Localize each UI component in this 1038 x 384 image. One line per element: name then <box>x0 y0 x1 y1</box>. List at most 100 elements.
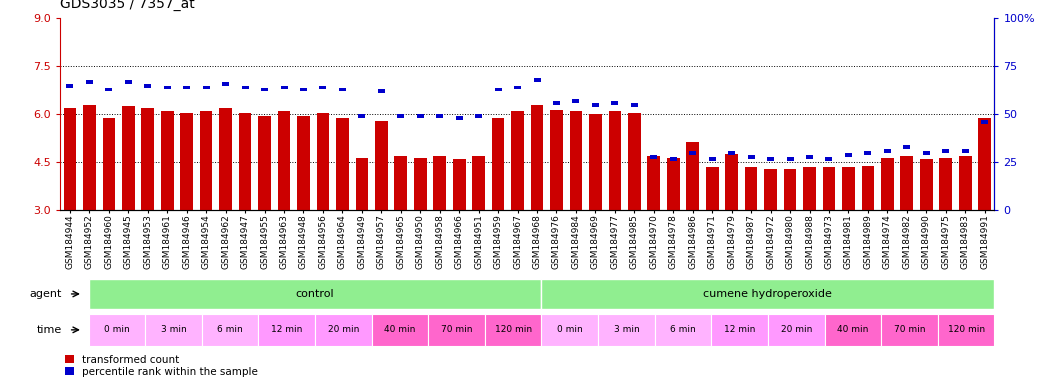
Bar <box>768 314 824 346</box>
Bar <box>358 114 365 118</box>
Text: 0 min: 0 min <box>557 325 582 334</box>
Bar <box>530 105 543 210</box>
Bar <box>297 116 309 210</box>
Bar <box>141 108 154 210</box>
Bar <box>542 279 994 309</box>
Bar <box>164 86 170 89</box>
Bar <box>66 84 74 88</box>
Bar <box>103 118 115 210</box>
Bar <box>456 116 463 120</box>
Legend: transformed count, percentile rank within the sample: transformed count, percentile rank withi… <box>65 355 258 377</box>
Bar <box>824 314 881 346</box>
Bar <box>200 111 213 210</box>
Bar <box>63 108 76 210</box>
Bar <box>258 314 315 346</box>
Bar <box>278 111 291 210</box>
Bar <box>745 167 758 210</box>
Bar <box>903 145 910 149</box>
Bar <box>823 167 836 210</box>
Bar <box>83 105 95 210</box>
Bar <box>375 121 387 210</box>
Bar <box>962 149 968 153</box>
Bar <box>356 158 368 210</box>
Bar <box>592 103 599 107</box>
Bar <box>242 86 248 89</box>
Bar <box>611 101 619 105</box>
Text: 3 min: 3 min <box>613 325 639 334</box>
Text: control: control <box>296 289 334 299</box>
Bar <box>842 167 854 210</box>
Bar <box>417 114 424 118</box>
Bar <box>767 157 774 161</box>
Bar <box>628 113 640 210</box>
Bar <box>202 86 210 89</box>
Bar <box>923 151 930 155</box>
Bar <box>475 114 482 118</box>
Bar <box>262 88 268 91</box>
Bar <box>550 110 563 210</box>
Bar <box>339 88 346 91</box>
Bar <box>959 156 972 210</box>
Bar <box>901 156 913 210</box>
Bar <box>553 101 559 105</box>
Bar <box>981 120 988 124</box>
Bar <box>881 314 937 346</box>
Text: 3 min: 3 min <box>161 325 186 334</box>
Bar <box>825 157 832 161</box>
Bar <box>378 89 385 93</box>
Bar <box>184 86 190 89</box>
Bar <box>372 314 429 346</box>
Bar <box>884 149 891 153</box>
Text: 40 min: 40 min <box>838 325 869 334</box>
Bar <box>258 116 271 210</box>
Text: time: time <box>36 325 62 335</box>
Bar <box>573 99 579 103</box>
Bar <box>394 156 407 210</box>
Bar <box>920 159 932 210</box>
Bar <box>747 155 755 159</box>
Bar <box>280 86 288 89</box>
Bar <box>686 142 699 210</box>
Bar <box>570 111 582 210</box>
Bar <box>492 118 504 210</box>
Bar <box>88 279 542 309</box>
Bar <box>86 80 92 84</box>
Bar <box>512 111 524 210</box>
Bar <box>862 166 874 210</box>
Text: agent: agent <box>30 289 62 299</box>
Bar <box>145 314 201 346</box>
Bar <box>472 156 485 210</box>
Bar <box>590 114 602 210</box>
Bar <box>125 80 132 84</box>
Bar <box>937 314 994 346</box>
Bar <box>608 111 621 210</box>
Bar <box>434 156 446 210</box>
Bar <box>453 159 465 210</box>
Bar <box>144 84 152 88</box>
Bar <box>336 118 349 210</box>
Bar <box>495 88 501 91</box>
Bar <box>709 157 715 161</box>
Text: 12 min: 12 min <box>271 325 302 334</box>
Text: 70 min: 70 min <box>894 325 925 334</box>
Bar <box>320 86 326 89</box>
Bar <box>534 78 541 82</box>
Bar <box>181 113 193 210</box>
Bar <box>711 314 768 346</box>
Bar <box>651 155 657 159</box>
Text: GDS3035 / 7357_at: GDS3035 / 7357_at <box>60 0 195 11</box>
Bar <box>436 114 443 118</box>
Text: 120 min: 120 min <box>948 325 985 334</box>
Text: 40 min: 40 min <box>384 325 415 334</box>
Bar <box>222 82 229 86</box>
Bar <box>784 169 796 210</box>
Bar <box>764 169 776 210</box>
Text: 20 min: 20 min <box>781 325 812 334</box>
Bar <box>845 153 852 157</box>
Text: 6 min: 6 min <box>217 325 243 334</box>
Bar <box>865 151 871 155</box>
Bar <box>706 167 718 210</box>
Bar <box>939 158 952 210</box>
Bar <box>803 167 816 210</box>
Bar <box>943 149 949 153</box>
